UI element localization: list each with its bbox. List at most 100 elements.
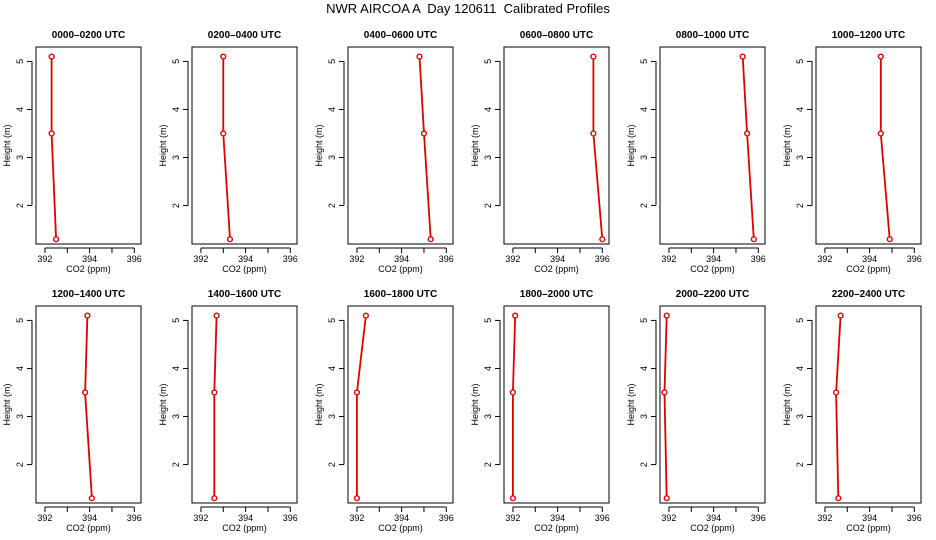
data-point <box>744 130 751 137</box>
x-tick-label: 392 <box>661 513 676 523</box>
x-tick-label: 392 <box>193 254 208 264</box>
y-tick-label: 3 <box>327 155 337 160</box>
y-tick-label: 4 <box>327 366 337 371</box>
y-tick-label: 5 <box>639 318 649 323</box>
x-tick-label: 392 <box>349 513 364 523</box>
y-tick-label: 3 <box>483 414 493 419</box>
panel-title: 1000–1200 UTC <box>832 30 905 41</box>
x-tick-label: 396 <box>127 254 142 264</box>
x-tick-label: 392 <box>817 254 832 264</box>
data-point <box>88 495 95 502</box>
y-tick-label: 2 <box>483 203 493 208</box>
profile-line <box>663 315 668 499</box>
y-axis-label: Height (m) <box>626 383 636 425</box>
data-point <box>211 389 218 396</box>
profile-line <box>222 56 231 240</box>
data-point <box>739 53 746 60</box>
y-tick-label: 2 <box>639 203 649 208</box>
x-axis-label: CO2 (ppm) <box>846 523 891 533</box>
data-point <box>599 236 606 243</box>
plot-frame <box>503 305 610 504</box>
y-axis-label: Height (m) <box>626 124 636 166</box>
data-point <box>84 312 91 319</box>
profile-panel: 0400–0600 UTC 392 394 396 CO2 (ppm) 2 3 4 5 Heigh… <box>314 30 454 274</box>
y-tick-label: 2 <box>15 462 25 467</box>
data-point <box>82 389 89 396</box>
data-point <box>886 236 893 243</box>
y-tick-label: 2 <box>639 462 649 467</box>
panel-title: 0000–0200 UTC <box>52 30 125 41</box>
profile-panel: 1800–2000 UTC 392 394 396 CO2 (ppm) 2 3 4 5 Heigh… <box>470 289 610 533</box>
data-point <box>353 495 361 502</box>
data-point <box>509 389 517 396</box>
x-tick-label: 394 <box>394 254 409 264</box>
x-tick-label: 396 <box>751 254 766 264</box>
data-point <box>661 389 668 396</box>
panel-title: 0400–0600 UTC <box>364 30 437 41</box>
y-axis-label: Height (m) <box>314 124 324 166</box>
x-tick-label: 396 <box>439 513 454 523</box>
data-point <box>512 312 519 319</box>
y-tick-label: 3 <box>171 155 181 160</box>
profile-line <box>512 315 517 499</box>
y-axis-label: Height (m) <box>470 124 480 166</box>
data-point <box>416 53 423 60</box>
data-point <box>509 495 517 502</box>
data-point <box>877 53 884 60</box>
y-tick-label: 4 <box>483 107 493 112</box>
x-axis-label: CO2 (ppm) <box>534 264 579 274</box>
profile-panel: 0600–0800 UTC 392 394 396 CO2 (ppm) 2 3 4 5 Heigh… <box>470 30 610 274</box>
y-tick-label: 2 <box>795 462 805 467</box>
data-point <box>53 236 60 243</box>
x-axis-label: CO2 (ppm) <box>690 523 735 533</box>
x-tick-label: 392 <box>193 513 208 523</box>
data-point <box>663 495 670 502</box>
data-point <box>590 53 597 60</box>
profile-panel: 1600–1800 UTC 392 394 396 CO2 (ppm) 2 3 4 5 Heigh… <box>314 289 454 533</box>
y-tick-label: 2 <box>15 203 25 208</box>
x-axis-label: CO2 (ppm) <box>66 264 111 274</box>
y-tick-label: 3 <box>15 155 25 160</box>
data-point <box>590 130 597 137</box>
y-tick-label: 5 <box>15 59 25 64</box>
profile-line <box>741 56 755 240</box>
plot-frame <box>347 305 454 504</box>
profile-panel: 0200–0400 UTC 392 394 396 CO2 (ppm) 2 3 4 5 Heigh… <box>158 30 298 274</box>
profile-line <box>84 315 93 499</box>
y-tick-label: 2 <box>327 462 337 467</box>
plot-frame <box>815 46 922 245</box>
x-tick-label: 396 <box>283 254 298 264</box>
y-tick-label: 3 <box>15 414 25 419</box>
x-tick-label: 392 <box>661 254 676 264</box>
y-tick-label: 3 <box>483 155 493 160</box>
y-tick-label: 4 <box>171 366 181 371</box>
data-point <box>663 312 670 319</box>
plot-frame <box>347 46 454 245</box>
x-tick-label: 396 <box>595 254 610 264</box>
y-tick-label: 4 <box>327 107 337 112</box>
y-tick-label: 3 <box>639 414 649 419</box>
panel-title: 1200–1400 UTC <box>52 289 125 300</box>
x-tick-label: 392 <box>349 254 364 264</box>
profile-panel: 1000–1200 UTC 392 394 396 CO2 (ppm) 2 3 4 5 Heigh… <box>782 30 922 274</box>
x-tick-label: 396 <box>751 513 766 523</box>
x-axis-label: CO2 (ppm) <box>690 264 735 274</box>
plot-frame <box>503 46 610 245</box>
data-point <box>877 130 884 137</box>
y-axis-label: Height (m) <box>470 383 480 425</box>
y-tick-label: 4 <box>795 107 805 112</box>
y-tick-label: 5 <box>327 59 337 64</box>
panel-title: 0200–0400 UTC <box>208 30 281 41</box>
profile-panel: 1200–1400 UTC 392 394 396 CO2 (ppm) 2 3 4 5 Heigh… <box>2 289 142 533</box>
y-tick-label: 2 <box>327 203 337 208</box>
x-axis-label: CO2 (ppm) <box>378 264 423 274</box>
plot-frame <box>815 305 922 504</box>
panel-title: 0600–0800 UTC <box>520 30 593 41</box>
y-tick-label: 5 <box>795 59 805 64</box>
x-tick-label: 396 <box>283 513 298 523</box>
y-tick-label: 5 <box>171 59 181 64</box>
panel-title: 2200–2400 UTC <box>832 289 905 300</box>
profile-panel: 2200–2400 UTC 392 394 396 CO2 (ppm) 2 3 4 5 Heigh… <box>782 289 922 533</box>
profile-panel: 1400–1600 UTC 392 394 396 CO2 (ppm) 2 3 4 5 Heigh… <box>158 289 298 533</box>
